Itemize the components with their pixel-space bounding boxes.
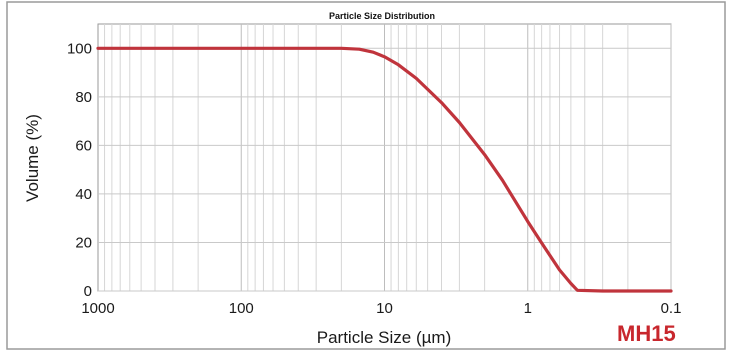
x-tick-label: 0.1	[661, 300, 682, 317]
x-tick-labels: 1000 100 10 1 0.1	[81, 300, 681, 317]
x-tick-label: 1000	[81, 300, 114, 317]
sample-label: MH15	[617, 321, 676, 346]
y-axis-label: Volume (%)	[23, 114, 42, 202]
y-tick-label: 100	[67, 40, 92, 57]
y-tick-label: 60	[75, 137, 92, 154]
y-tick-labels: 0 20 40 60 80 100	[67, 40, 92, 300]
y-tick-label: 0	[84, 283, 92, 300]
y-tick-label: 80	[75, 89, 92, 106]
y-tick-label: 40	[75, 186, 92, 203]
y-tick-label: 20	[75, 234, 92, 251]
grid	[98, 24, 672, 292]
x-axis-label: Particle Size (µm)	[317, 328, 451, 347]
x-tick-label: 1	[524, 300, 532, 317]
series-layer	[96, 46, 673, 293]
outer-border	[6, 1, 726, 350]
x-tick-label: 10	[376, 300, 393, 317]
x-tick-label: 100	[229, 300, 254, 317]
chart-title: Particle Size Distribution	[329, 11, 435, 21]
series-line	[96, 46, 673, 293]
